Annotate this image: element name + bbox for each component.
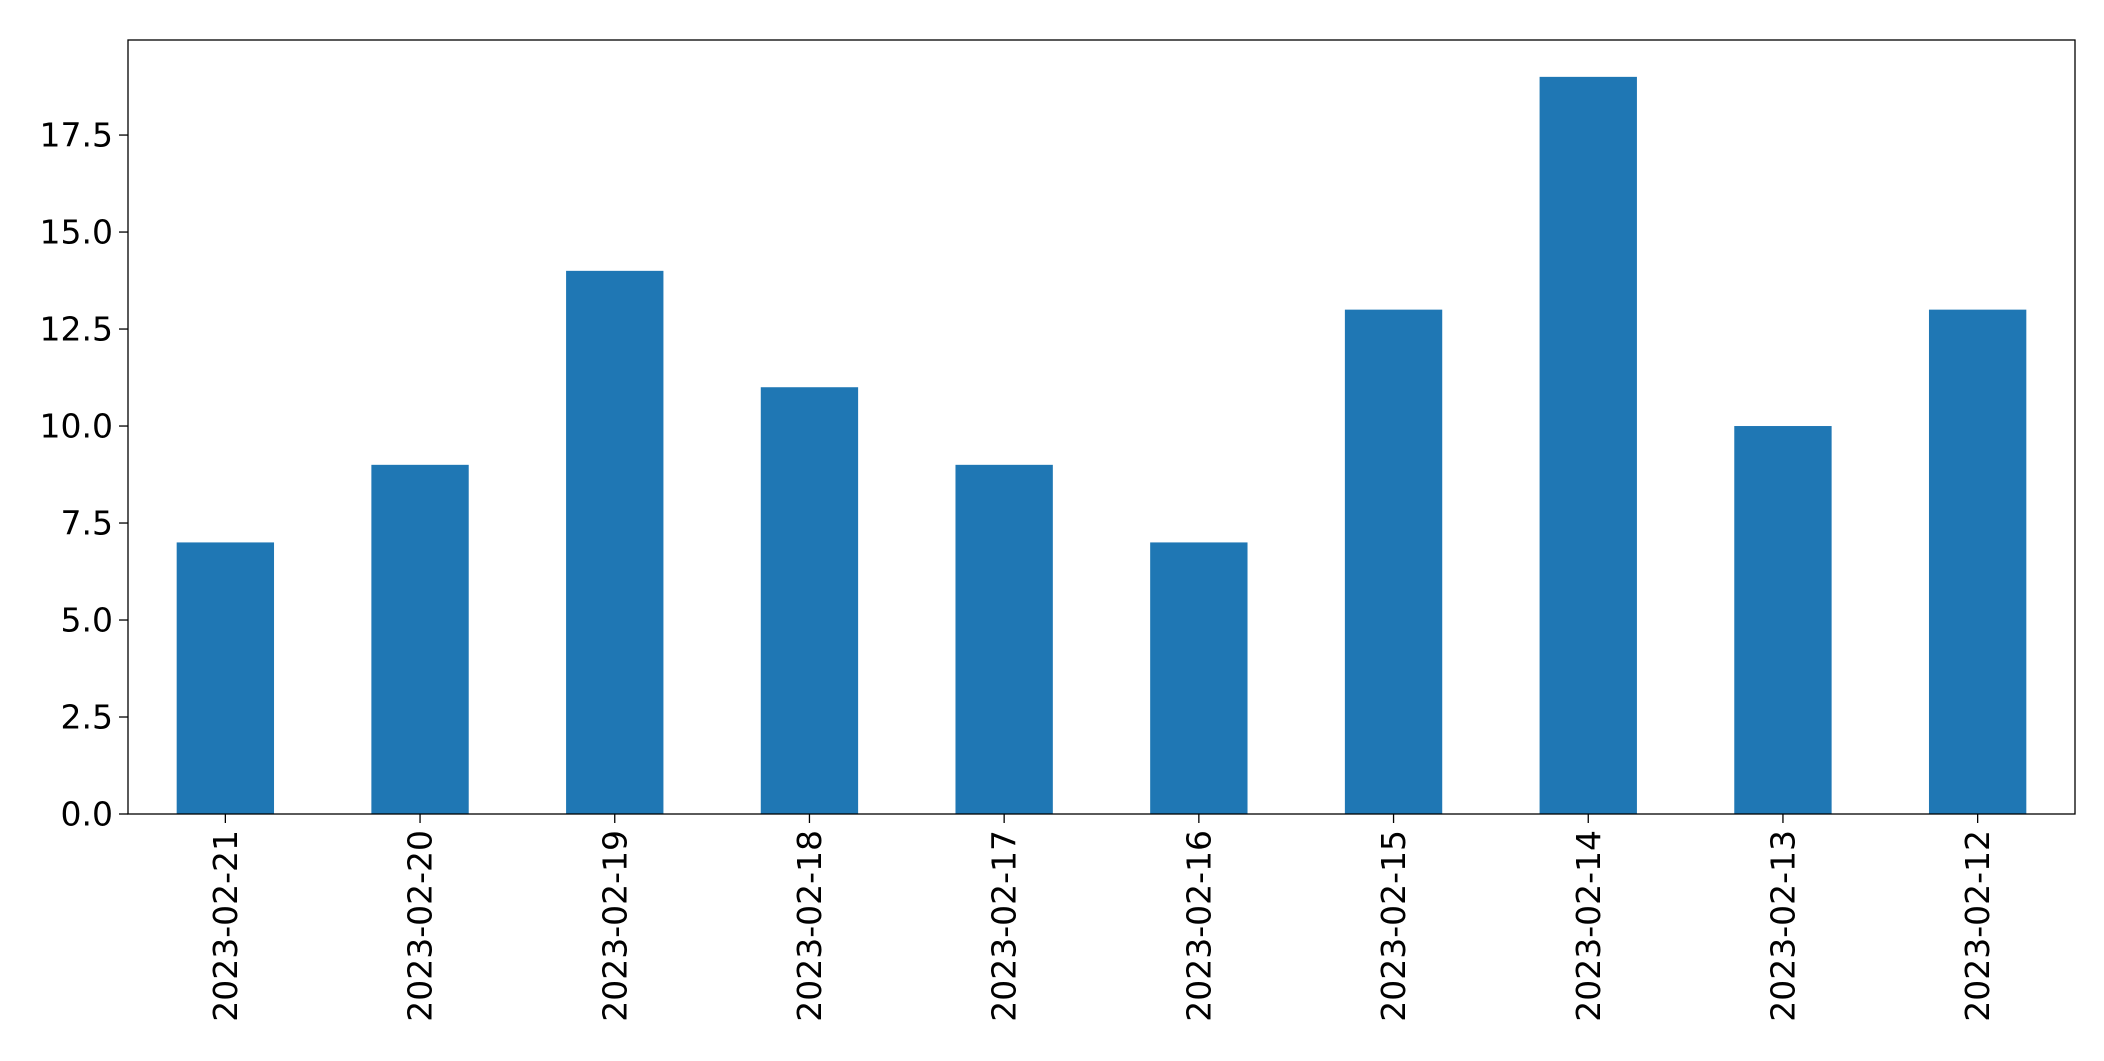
bar-2023-02-16 bbox=[1150, 542, 1248, 814]
y-tick-label: 2.5 bbox=[61, 698, 113, 737]
y-tick-label: 5.0 bbox=[61, 601, 113, 640]
x-tick-label: 2023-02-12 bbox=[1958, 830, 1997, 1022]
bars-group bbox=[176, 76, 2027, 815]
x-axis: 2023-02-21 2023-02-20 2023-02-19 2023-02-18… bbox=[206, 814, 1997, 1022]
x-tick-label: 2023-02-13 bbox=[1763, 830, 1802, 1022]
x-tick-label: 2023-02-20 bbox=[401, 830, 440, 1022]
plot-frame bbox=[127, 39, 2076, 815]
bar-2023-02-14 bbox=[1539, 76, 1637, 815]
y-tick-label: 17.5 bbox=[40, 116, 113, 155]
y-tick-label: 15.0 bbox=[40, 213, 113, 252]
y-tick-label: 0.0 bbox=[61, 795, 113, 834]
bar-2023-02-15 bbox=[1344, 309, 1443, 814]
bar-2023-02-20 bbox=[371, 464, 469, 814]
x-tick-label: 2023-02-17 bbox=[985, 830, 1024, 1022]
bar-2023-02-19 bbox=[566, 270, 664, 815]
y-tick-label: 10.0 bbox=[40, 407, 113, 446]
bar-2023-02-17 bbox=[955, 464, 1053, 814]
x-tick-label: 2023-02-16 bbox=[1179, 830, 1218, 1022]
x-tick-label: 2023-02-19 bbox=[595, 830, 634, 1022]
x-tick-label: 2023-02-21 bbox=[206, 830, 245, 1022]
y-tick-label: 7.5 bbox=[61, 504, 113, 543]
x-tick-label: 2023-02-18 bbox=[790, 830, 829, 1022]
y-axis: 0.0 2.5 5.0 7.5 10.0 12.5 15.0 17.5 bbox=[40, 116, 128, 834]
x-tick-label: 2023-02-14 bbox=[1569, 830, 1608, 1022]
bar-2023-02-12 bbox=[1928, 309, 2027, 814]
x-tick-label: 2023-02-15 bbox=[1374, 830, 1413, 1022]
y-tick-label: 12.5 bbox=[40, 310, 113, 349]
bar-2023-02-13 bbox=[1734, 426, 1832, 814]
bar-2023-02-18 bbox=[760, 387, 859, 814]
bar-2023-02-21 bbox=[176, 542, 275, 814]
